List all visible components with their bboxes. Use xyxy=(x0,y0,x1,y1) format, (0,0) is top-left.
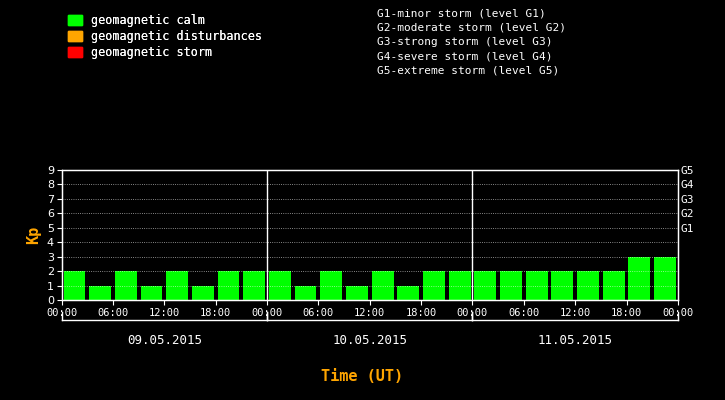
Legend: geomagnetic calm, geomagnetic disturbances, geomagnetic storm: geomagnetic calm, geomagnetic disturbanc… xyxy=(67,14,262,59)
Bar xyxy=(346,286,368,300)
Bar xyxy=(192,286,214,300)
Text: 11.05.2015: 11.05.2015 xyxy=(538,334,613,347)
Bar xyxy=(423,271,445,300)
Bar xyxy=(526,271,547,300)
Bar xyxy=(244,271,265,300)
Bar xyxy=(166,271,188,300)
Bar xyxy=(269,271,291,300)
Text: 10.05.2015: 10.05.2015 xyxy=(332,334,407,347)
Bar xyxy=(141,286,162,300)
Bar xyxy=(577,271,599,300)
Bar xyxy=(320,271,342,300)
Bar xyxy=(89,286,111,300)
Y-axis label: Kp: Kp xyxy=(26,226,41,244)
Text: G1-minor storm (level G1)
G2-moderate storm (level G2)
G3-strong storm (level G3: G1-minor storm (level G1) G2-moderate st… xyxy=(377,8,566,76)
Text: 09.05.2015: 09.05.2015 xyxy=(127,334,202,347)
Bar xyxy=(294,286,317,300)
Bar xyxy=(397,286,419,300)
Bar xyxy=(218,271,239,300)
Bar xyxy=(449,271,471,300)
Bar xyxy=(654,257,676,300)
Bar xyxy=(500,271,522,300)
Bar xyxy=(372,271,394,300)
Bar xyxy=(552,271,573,300)
Bar xyxy=(629,257,650,300)
Text: Time (UT): Time (UT) xyxy=(321,369,404,384)
Bar xyxy=(602,271,625,300)
Bar xyxy=(64,271,86,300)
Bar xyxy=(115,271,137,300)
Bar xyxy=(474,271,496,300)
